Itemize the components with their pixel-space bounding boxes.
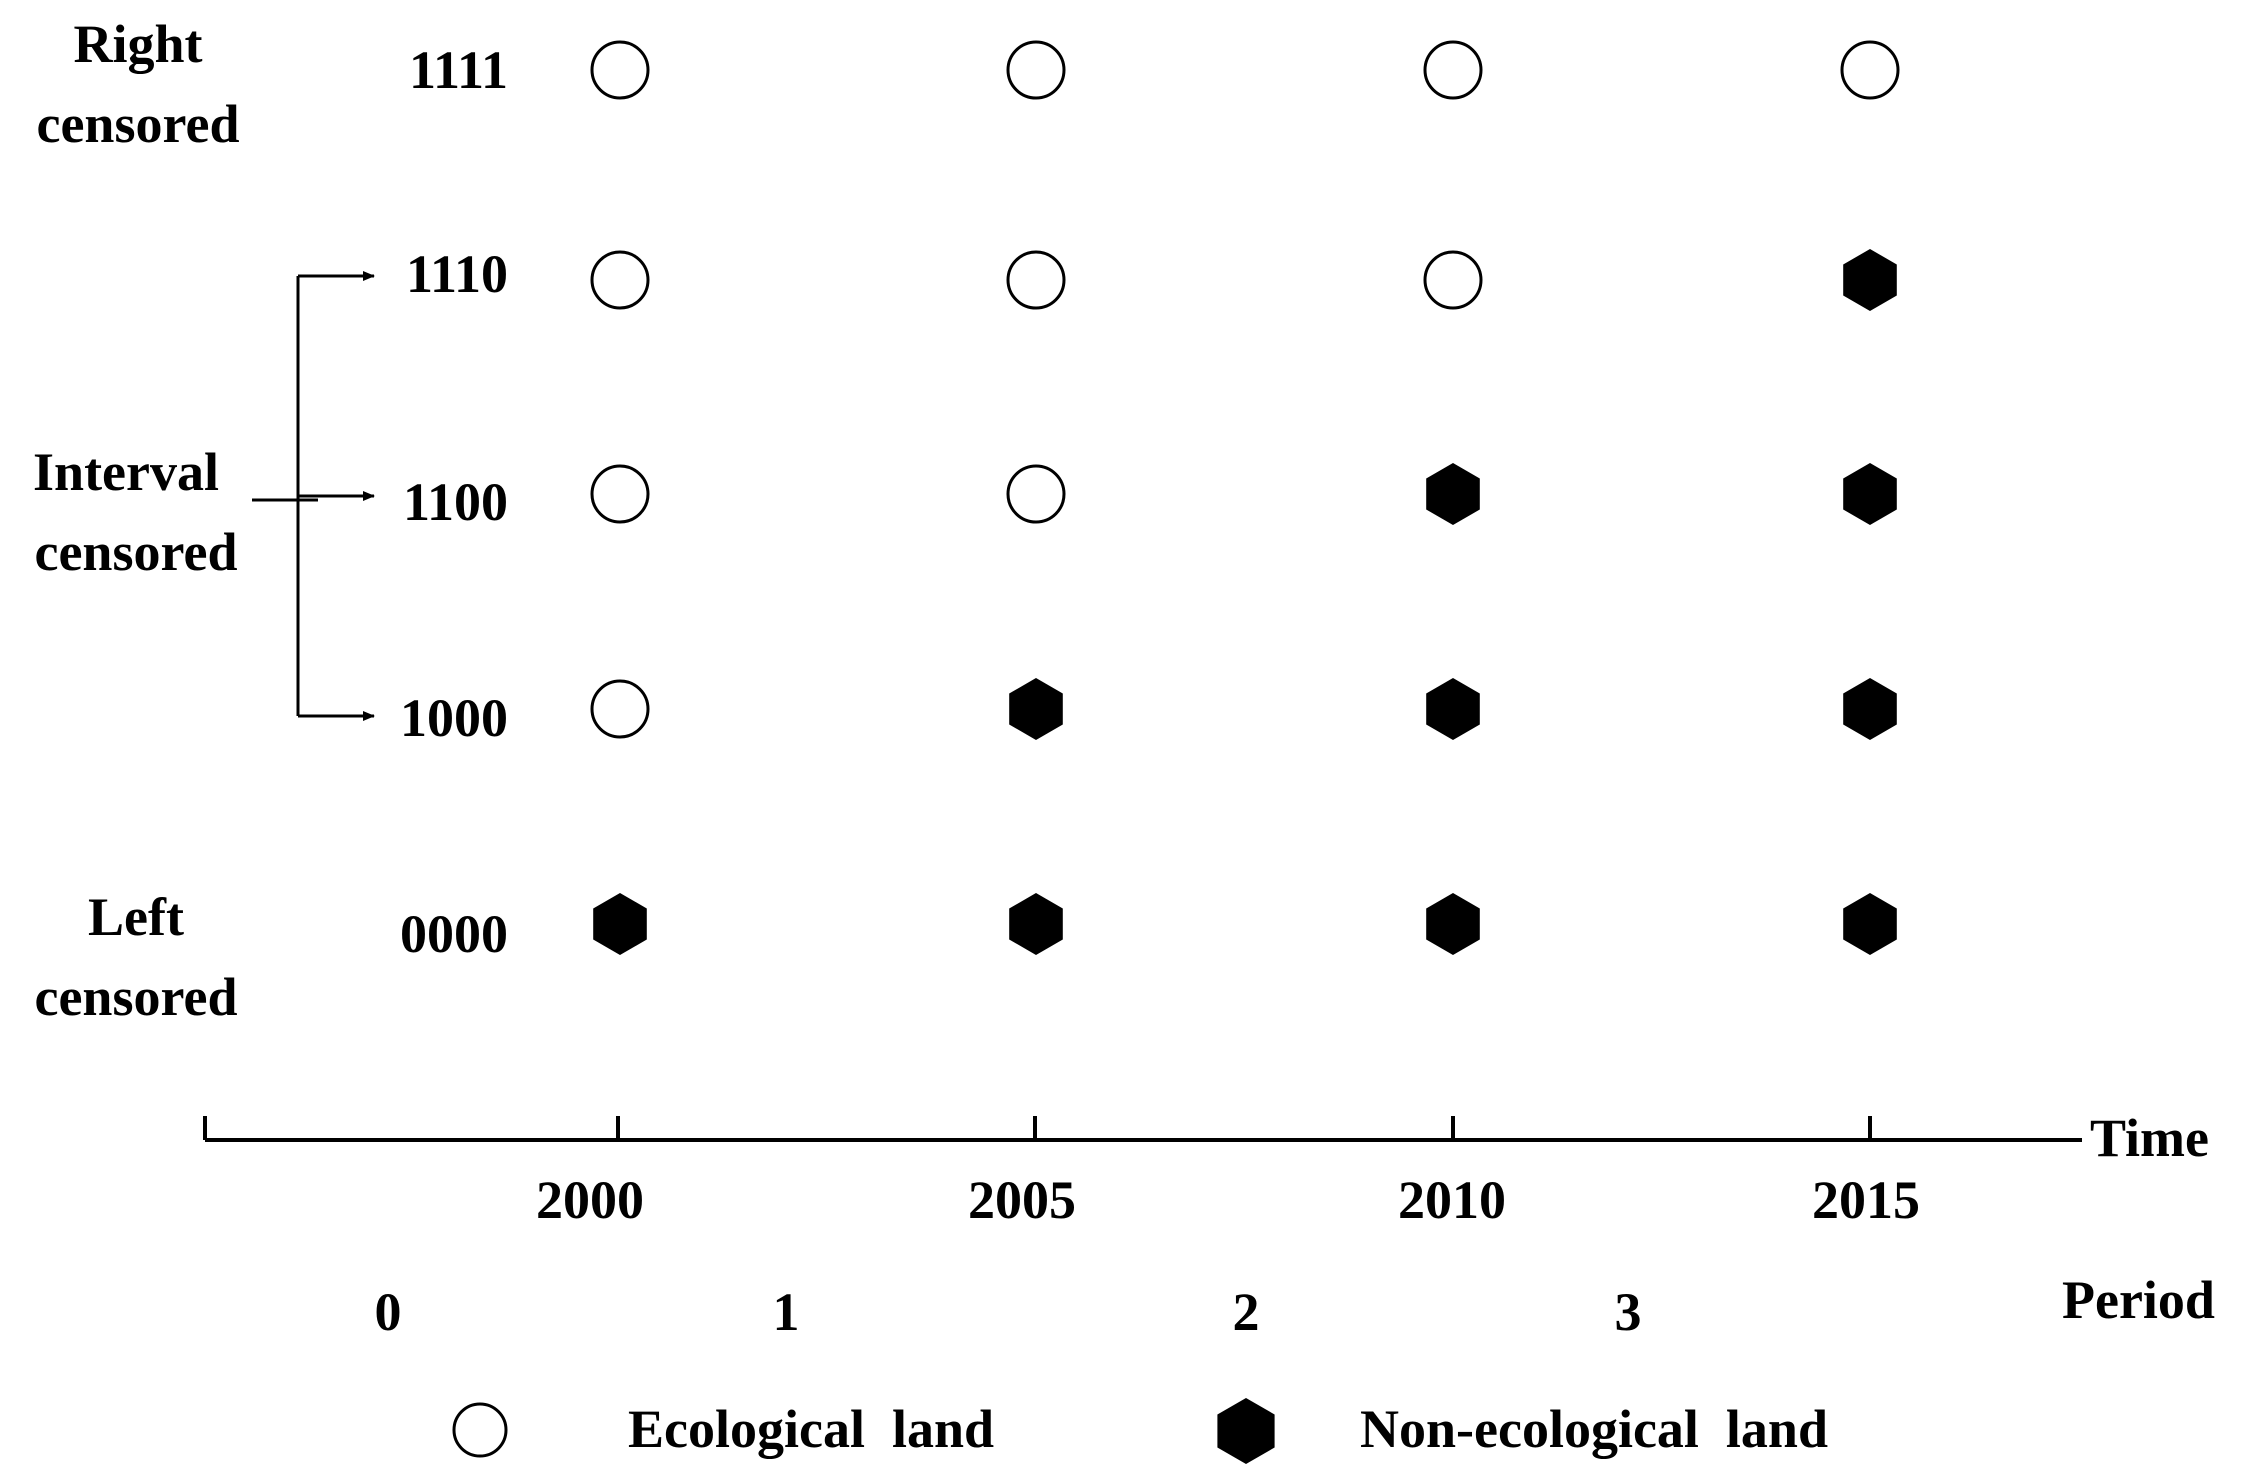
category-interval-line1: Interval xyxy=(33,442,219,502)
category-left-line1: Left xyxy=(88,887,184,947)
interval-bracket xyxy=(252,271,375,721)
non-ecological-land-hexagon-icon xyxy=(1009,678,1063,740)
ecological-land-circle-icon xyxy=(590,679,650,739)
non-ecological-land-hexagon-icon xyxy=(1426,678,1480,740)
year-label: 2010 xyxy=(1398,1170,1506,1230)
row-code: 1000 xyxy=(400,688,508,748)
non-ecological-land-hexagon-icon xyxy=(1843,463,1897,525)
non-ecological-land-hexagon-icon xyxy=(1009,893,1063,955)
non-ecological-land-hexagon-icon xyxy=(1843,893,1897,955)
category-right-line2: censored xyxy=(37,94,240,154)
year-label: 2000 xyxy=(536,1170,644,1230)
ecological-land-circle-icon xyxy=(1423,250,1483,310)
row-code: 1110 xyxy=(406,244,508,304)
legend-ecological-label: Ecological land xyxy=(628,1399,994,1459)
legend-non-ecological-label: Non-ecological land xyxy=(1360,1399,1828,1459)
time-axis-label: Time xyxy=(2090,1108,2209,1168)
ecological-land-circle-icon xyxy=(1006,464,1066,524)
ecological-land-circle-icon xyxy=(1006,40,1066,100)
ecological-land-circle-icon xyxy=(590,250,650,310)
period-label: 3 xyxy=(1615,1282,1642,1342)
non-ecological-land-hexagon-icon xyxy=(1843,678,1897,740)
time-axis xyxy=(203,1116,2082,1142)
ecological-land-circle-icon xyxy=(1840,40,1900,100)
category-left-line2: censored xyxy=(35,967,238,1027)
period-label: 1 xyxy=(773,1282,800,1342)
ecological-land-circle-icon xyxy=(1423,40,1483,100)
row-code: 1111 xyxy=(409,40,508,100)
ecological-land-circle-icon xyxy=(1006,250,1066,310)
non-ecological-land-hexagon-icon xyxy=(593,893,647,955)
row-code: 0000 xyxy=(400,904,508,964)
category-interval-line2: censored xyxy=(35,522,238,582)
period-label: 0 xyxy=(375,1282,402,1342)
year-label: 2015 xyxy=(1812,1170,1920,1230)
state-markers xyxy=(590,40,1900,955)
year-label: 2005 xyxy=(968,1170,1076,1230)
legend-ecological-circle-icon xyxy=(452,1402,508,1458)
category-right-line1: Right xyxy=(73,14,202,74)
non-ecological-land-hexagon-icon xyxy=(1426,893,1480,955)
non-ecological-land-hexagon-icon xyxy=(1843,249,1897,311)
legend: Ecological land Non-ecological land xyxy=(452,1398,1828,1464)
period-label: 2 xyxy=(1233,1282,1260,1342)
non-ecological-land-hexagon-icon xyxy=(1426,463,1480,525)
period-axis-label: Period xyxy=(2062,1270,2215,1330)
ecological-land-circle-icon xyxy=(590,464,650,524)
legend-non-ecological-hexagon-icon xyxy=(1217,1398,1275,1464)
row-code: 1100 xyxy=(403,472,508,532)
ecological-land-circle-icon xyxy=(590,40,650,100)
